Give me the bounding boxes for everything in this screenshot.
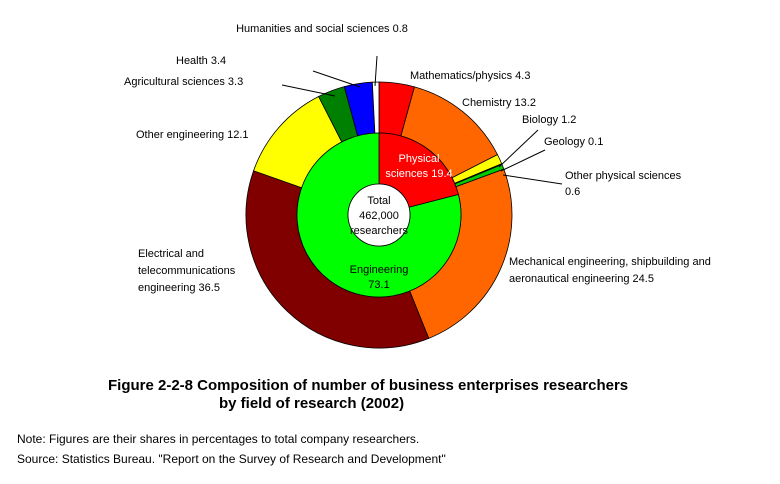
inner-labels: Physical sciences 19.4 Engineering 73.1: [350, 153, 453, 291]
label-mechanical-line-1: Mechanical engineering, shipbuilding and: [509, 256, 711, 268]
center-label-line-3: researchers: [350, 225, 409, 237]
label-electrical-line-2: telecommunications: [138, 265, 236, 277]
leader-line-agricultural: [281, 84, 336, 97]
nested-donut-chart: Total 462,000 researchers Physical scien…: [124, 23, 711, 349]
leader-line-geology: [500, 149, 546, 172]
label-mathematics: Mathematics/physics 4.3: [410, 70, 530, 82]
label-other-physical-line-2: 0.6: [565, 186, 580, 198]
label-other-engineering: Other engineering 12.1: [136, 129, 249, 141]
center-label: Total 462,000 researchers: [350, 195, 409, 237]
center-label-line-2: 462,000: [359, 210, 399, 222]
inner-label-physical-line-1: Physical: [399, 153, 440, 165]
label-health: Health 3.4: [176, 55, 226, 67]
leader-line-other-physical: [502, 174, 563, 185]
label-mechanical-line-2: aeronautical engineering 24.5: [509, 273, 654, 285]
leader-lines: [281, 55, 563, 185]
label-humanities: Humanities and social sciences 0.8: [236, 23, 408, 35]
leader-line-health: [312, 70, 361, 88]
inner-ring: [296, 132, 462, 298]
label-electrical-line-1: Electrical and: [138, 248, 204, 260]
label-agricultural: Agricultural sciences 3.3: [124, 76, 243, 88]
figure-caption-line-1: Figure 2-2-8 Composition of number of bu…: [108, 377, 629, 394]
label-other-physical-line-1: Other physical sciences: [565, 170, 682, 182]
figure-caption-line-2: by field of research (2002): [219, 395, 405, 412]
note-text: Note: Figures are their shares in percen…: [17, 432, 420, 446]
label-geology: Geology 0.1: [544, 136, 603, 148]
label-chemistry: Chemistry 13.2: [462, 97, 536, 109]
center-hole: [347, 183, 411, 247]
outer-labels: Humanities and social sciences 0.8 Healt…: [124, 23, 711, 294]
inner-label-engineering-line-2: 73.1: [368, 279, 389, 291]
source-text: Source: Statistics Bureau. "Report on th…: [17, 452, 446, 466]
label-electrical-line-3: engineering 36.5: [138, 282, 220, 294]
inner-label-engineering-line-1: Engineering: [350, 264, 409, 276]
leader-line-humanities: [374, 55, 378, 87]
center-label-line-1: Total: [367, 195, 390, 207]
leader-line-biology: [498, 129, 539, 168]
label-biology: Biology 1.2: [522, 114, 576, 126]
inner-label-physical-line-2: sciences 19.4: [385, 168, 452, 180]
